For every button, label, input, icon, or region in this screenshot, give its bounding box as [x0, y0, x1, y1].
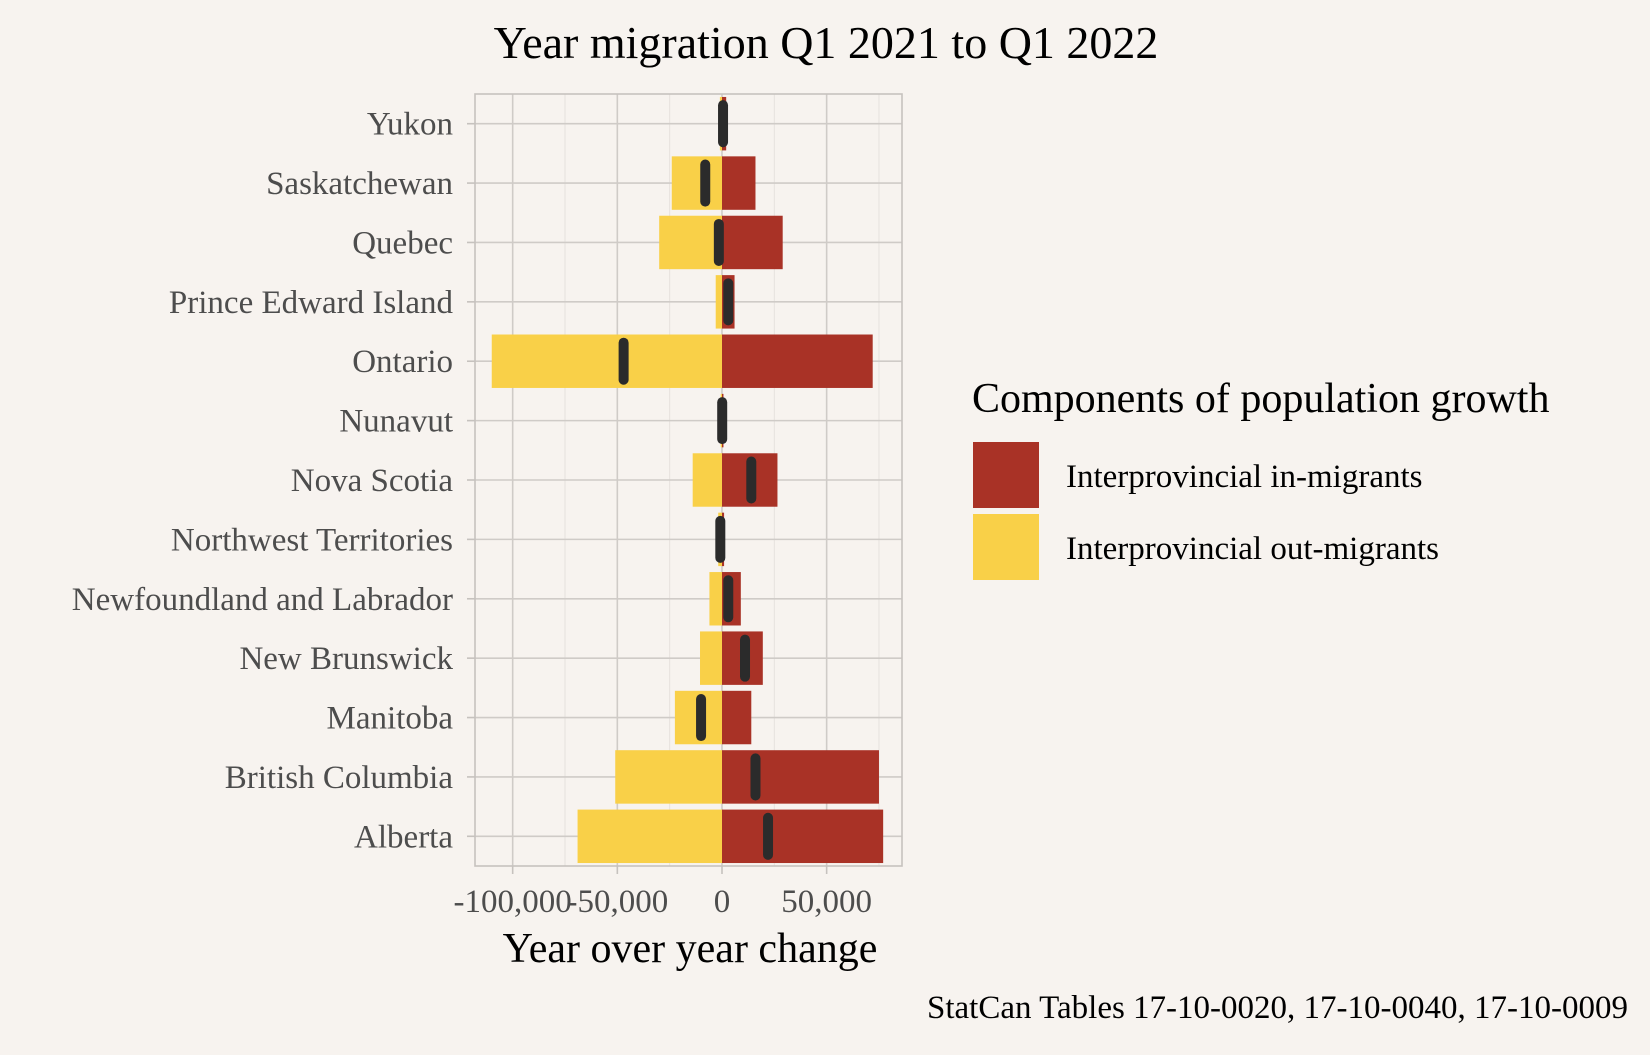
net-marker [763, 812, 774, 860]
bar-british-columbia-out [615, 750, 722, 804]
legend-label: Interprovincial out-migrants [1066, 531, 1439, 567]
bar-manitoba-in [721, 690, 752, 745]
chart-caption: StatCan Tables 17-10-0020, 17-10-0040, 1… [927, 990, 1628, 1026]
net-marker [723, 575, 734, 623]
net-marker [750, 753, 761, 801]
legend-title: Components of population growth [972, 376, 1549, 422]
category-label: Ontario [352, 344, 453, 380]
net-marker [746, 456, 757, 504]
category-label: Prince Edward Island [169, 285, 454, 321]
category-label: Saskatchewan [266, 166, 453, 202]
category-label: British Columbia [225, 760, 454, 796]
x-tick-labels: -100,000-50,000 0 50,000 [454, 866, 872, 920]
bar-new-brunswick-out [700, 631, 722, 685]
bar-saskatchewan-out [671, 156, 722, 210]
x-tick-label: 0 [714, 884, 731, 920]
net-marker [740, 634, 751, 682]
bar-quebec-in [721, 215, 783, 270]
legend-label: Interprovincial in-migrants [1066, 459, 1422, 495]
category-label: New Brunswick [239, 641, 453, 677]
net-marker [713, 218, 724, 266]
bar-saskatchewan-in [721, 156, 756, 210]
bar-prince-edward-island-out [715, 275, 722, 329]
net-marker [696, 694, 707, 742]
legend-swatch [973, 442, 1039, 508]
bar-nova-scotia-out [692, 453, 722, 507]
category-label: Nova Scotia [291, 463, 454, 499]
bar-quebec-out [659, 215, 722, 270]
net-marker [717, 397, 728, 445]
net-marker [700, 159, 711, 207]
category-labels: Yukon Saskatchewan Quebec Prince Edward Isl… [72, 107, 475, 855]
net-marker [723, 278, 734, 326]
chart-title: Year migration Q1 2021 to Q1 2022 [494, 17, 1159, 68]
bar-ontario-in [721, 334, 873, 388]
bar-ontario-out [491, 334, 722, 388]
bar-alberta-out [577, 809, 722, 864]
category-label: Newfoundland and Labrador [72, 582, 453, 618]
x-axis-title: Year over year change [503, 926, 878, 972]
bar-british-columbia-in [721, 750, 879, 804]
category-label: Quebec [352, 225, 453, 261]
category-label: Yukon [367, 107, 453, 143]
category-label: Northwest Territories [171, 522, 453, 558]
bar-alberta-in [721, 809, 884, 864]
category-label: Alberta [354, 819, 453, 855]
category-label: Manitoba [327, 701, 454, 737]
x-tick-label: 50,000 [781, 884, 872, 920]
net-marker [715, 515, 726, 563]
legend: Components of population growth Interpro… [972, 376, 1549, 580]
category-label: Nunavut [339, 404, 453, 440]
x-tick-label: -100,000 [454, 884, 572, 920]
legend-swatch [973, 514, 1039, 580]
net-marker [618, 337, 629, 385]
bar-newfoundland-and-labrador-out [709, 572, 722, 626]
x-tick-label: -50,000 [566, 884, 668, 920]
net-marker [718, 100, 729, 148]
net-markers-layer [618, 100, 774, 860]
